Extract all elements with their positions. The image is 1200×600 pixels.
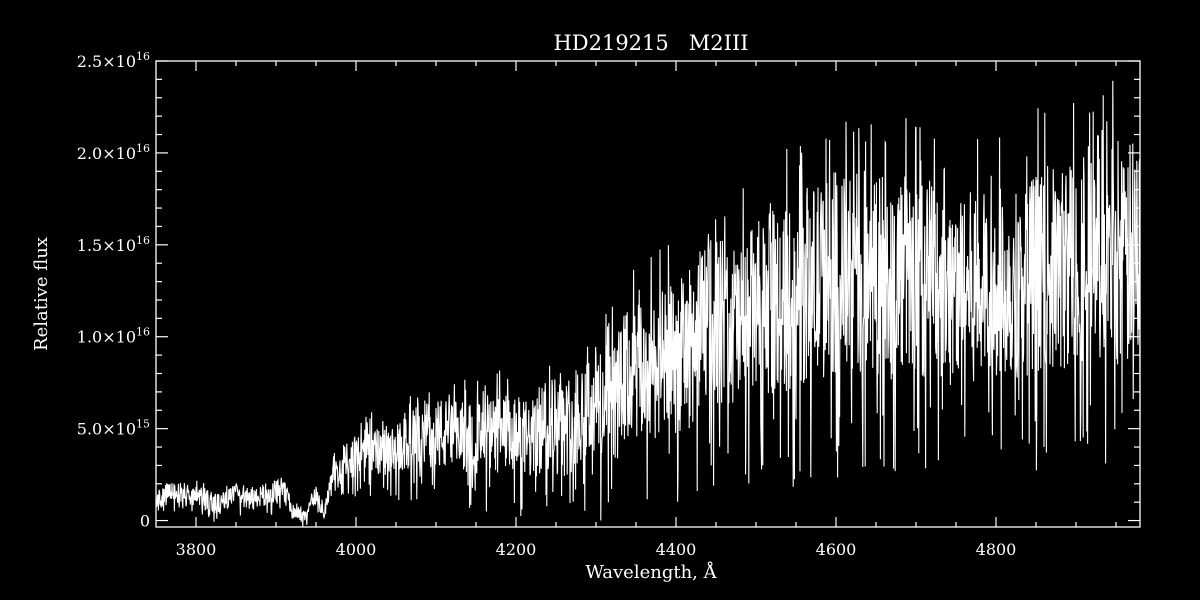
y-tick-label: 5.0×1015 bbox=[77, 418, 150, 439]
y-tick-label: 1.0×1016 bbox=[77, 326, 150, 347]
y-tick-label: 1.5×1016 bbox=[77, 234, 150, 255]
x-tick-label: 4600 bbox=[816, 540, 857, 559]
chart-title: HD219215 M2III bbox=[553, 31, 748, 55]
y-axis-label: Relative flux bbox=[31, 237, 52, 351]
x-tick-label: 4000 bbox=[336, 540, 377, 559]
spectrum-line bbox=[155, 80, 1141, 527]
x-tick-label: 4200 bbox=[496, 540, 537, 559]
x-axis-label: Wavelength, Å bbox=[585, 561, 717, 583]
x-tick-label: 4400 bbox=[656, 540, 697, 559]
plot-frame bbox=[155, 60, 1141, 528]
y-tick-label: 2.0×1016 bbox=[77, 142, 150, 163]
spectrum-series bbox=[155, 80, 1141, 527]
x-axis-ticks: 3800 4000 4200 4400 4600 4800 bbox=[176, 61, 1117, 559]
x-tick-label: 4800 bbox=[976, 540, 1017, 559]
x-tick-label: 3800 bbox=[176, 540, 217, 559]
y-tick-label: 2.5×1016 bbox=[77, 50, 150, 71]
y-axis-ticks: 0 5.0×1015 1.0×1016 1.5×1016 2.0×1016 2.5×101… bbox=[77, 50, 1140, 531]
y-tick-label: 0 bbox=[140, 512, 150, 531]
